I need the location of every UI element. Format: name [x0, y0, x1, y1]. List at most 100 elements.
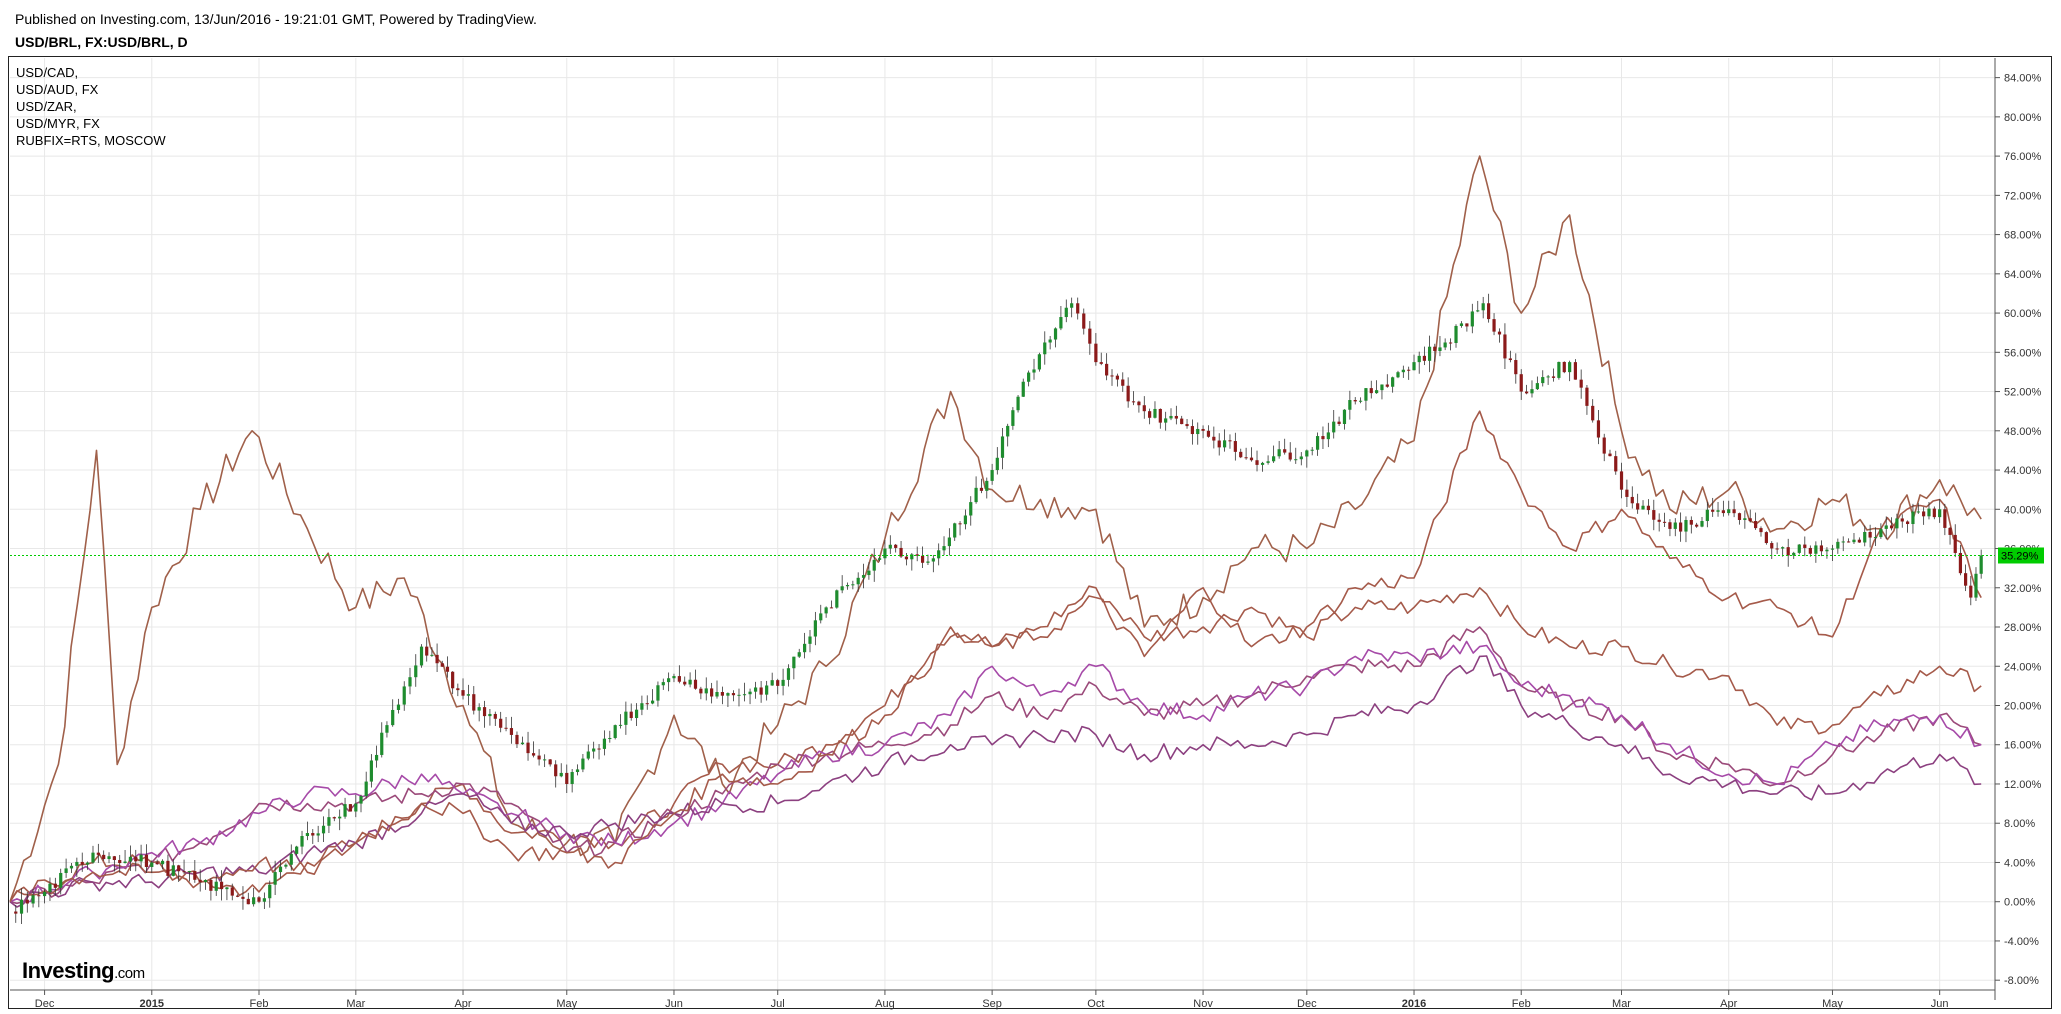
- candle-body[interactable]: [311, 833, 315, 836]
- candle-body[interactable]: [1422, 355, 1426, 361]
- candle-body[interactable]: [819, 613, 823, 621]
- candle-body[interactable]: [1625, 489, 1629, 497]
- candle-body[interactable]: [597, 748, 601, 750]
- candle-body[interactable]: [920, 555, 925, 563]
- candle-body[interactable]: [1048, 339, 1052, 343]
- candle-body[interactable]: [1873, 537, 1878, 539]
- candle-body[interactable]: [327, 817, 331, 826]
- candle-body[interactable]: [230, 887, 234, 896]
- candle-body[interactable]: [672, 676, 676, 679]
- candle-body[interactable]: [171, 865, 175, 876]
- candle-body[interactable]: [1748, 518, 1752, 522]
- candle-body[interactable]: [1470, 311, 1474, 327]
- candle-body[interactable]: [1900, 518, 1904, 522]
- candle-body[interactable]: [102, 854, 106, 860]
- candle-body[interactable]: [1591, 405, 1595, 421]
- candle-body[interactable]: [1454, 325, 1458, 343]
- candle-body[interactable]: [1662, 521, 1667, 523]
- candle-body[interactable]: [1716, 510, 1720, 512]
- candle-body[interactable]: [656, 685, 660, 701]
- candle-body[interactable]: [963, 515, 968, 525]
- candle-body[interactable]: [737, 694, 741, 696]
- candle-body[interactable]: [1481, 303, 1485, 311]
- candle-body[interactable]: [42, 891, 47, 897]
- candle-body[interactable]: [96, 852, 100, 855]
- candle-body[interactable]: [937, 550, 941, 559]
- candle-body[interactable]: [1514, 360, 1518, 375]
- candle-body[interactable]: [1064, 307, 1068, 318]
- candle-body[interactable]: [872, 559, 876, 571]
- candle-body[interactable]: [1310, 449, 1314, 451]
- legend-item-usd-cad[interactable]: USD/CAD,: [16, 65, 79, 80]
- legend-item-rubfix[interactable]: RUBFIX=RTS, MOSCOW: [16, 133, 166, 148]
- candle-body[interactable]: [391, 709, 395, 726]
- candle-body[interactable]: [1525, 391, 1529, 394]
- candle-body[interactable]: [1608, 453, 1612, 457]
- candle-body[interactable]: [1244, 457, 1248, 459]
- candle-body[interactable]: [693, 679, 698, 689]
- candle-body[interactable]: [1953, 534, 1957, 553]
- candle-body[interactable]: [1979, 555, 1983, 574]
- candle-body[interactable]: [667, 678, 671, 683]
- candle-body[interactable]: [440, 663, 444, 667]
- candle-body[interactable]: [554, 764, 558, 777]
- legend-item-usd-aud[interactable]: USD/AUD, FX: [16, 82, 99, 97]
- candle-body[interactable]: [715, 692, 719, 697]
- candle-body[interactable]: [1272, 456, 1276, 462]
- candle-body[interactable]: [1000, 436, 1005, 458]
- candle-body[interactable]: [1847, 541, 1851, 543]
- candle-body[interactable]: [559, 772, 563, 777]
- candle-body[interactable]: [385, 725, 389, 733]
- candle-body[interactable]: [1260, 462, 1265, 465]
- candle-body[interactable]: [1201, 428, 1205, 431]
- candle-body[interactable]: [262, 898, 266, 902]
- candle-body[interactable]: [1792, 552, 1796, 556]
- candle-body[interactable]: [710, 688, 714, 697]
- candle-body[interactable]: [509, 728, 514, 735]
- candle-body[interactable]: [332, 817, 336, 819]
- candle-body[interactable]: [931, 558, 935, 562]
- candle-body[interactable]: [1283, 449, 1287, 453]
- candle-body[interactable]: [877, 558, 882, 560]
- candle-body[interactable]: [835, 590, 839, 608]
- candle-body[interactable]: [1673, 522, 1677, 529]
- candle-body[interactable]: [1169, 415, 1173, 419]
- candle-body[interactable]: [1212, 436, 1216, 441]
- candle-body[interactable]: [1148, 411, 1152, 418]
- candle-body[interactable]: [515, 734, 519, 745]
- candle-body[interactable]: [1032, 369, 1036, 373]
- candle-body[interactable]: [112, 856, 116, 861]
- candle-body[interactable]: [1110, 375, 1114, 377]
- candle-body[interactable]: [118, 860, 122, 864]
- series-line-usd-aud[interactable]: [9, 640, 1982, 903]
- candle-body[interactable]: [1689, 519, 1693, 525]
- candle-body[interactable]: [1797, 544, 1801, 553]
- candle-body[interactable]: [1094, 343, 1098, 363]
- candle-body[interactable]: [1958, 552, 1963, 574]
- candle-body[interactable]: [1342, 409, 1347, 425]
- candle-body[interactable]: [193, 871, 197, 880]
- candle-body[interactable]: [402, 686, 406, 705]
- candle-body[interactable]: [1487, 303, 1491, 320]
- candle-body[interactable]: [947, 537, 951, 547]
- candle-body[interactable]: [915, 554, 919, 556]
- candle-body[interactable]: [1636, 503, 1640, 510]
- candle-body[interactable]: [829, 607, 834, 609]
- candle-body[interactable]: [748, 691, 752, 695]
- candle-body[interactable]: [731, 693, 736, 696]
- candle-body[interactable]: [1759, 528, 1763, 533]
- candle-body[interactable]: [726, 693, 730, 696]
- candle-body[interactable]: [867, 570, 871, 576]
- candle-body[interactable]: [425, 646, 429, 656]
- candle-body[interactable]: [1121, 379, 1125, 386]
- candle-body[interactable]: [1551, 376, 1556, 378]
- series-line-usd-cad[interactable]: [9, 626, 1982, 905]
- series-line-usd-myr[interactable]: [9, 655, 1982, 908]
- candle-body[interactable]: [1164, 418, 1168, 423]
- candle-body[interactable]: [1585, 387, 1589, 406]
- candle-body[interactable]: [257, 897, 261, 902]
- candle-body[interactable]: [1353, 400, 1357, 402]
- candle-body[interactable]: [91, 852, 95, 863]
- candle-body[interactable]: [1969, 585, 1973, 598]
- candle-body[interactable]: [1321, 436, 1325, 440]
